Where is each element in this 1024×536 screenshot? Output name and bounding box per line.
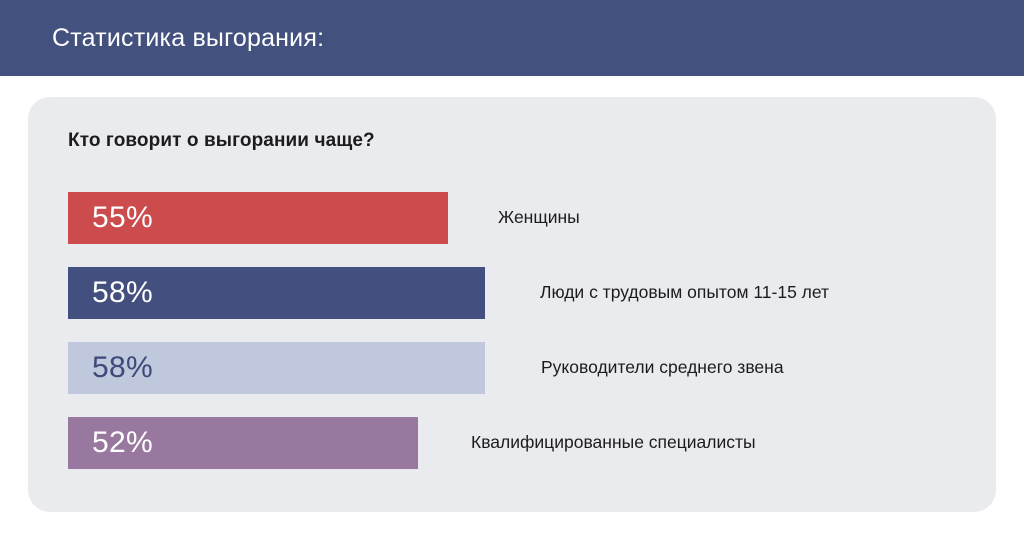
bar-qualified-specialists[interactable]: 52% [68,417,418,469]
chart-card: Кто говорит о выгорании чаще? 55% Женщин… [28,97,996,512]
bar-category-label: Руководители среднего звена [541,357,784,378]
bar-value-label: 58% [92,276,153,309]
bar-category-label: Квалифицированные специалисты [471,432,756,453]
bar-value-label: 58% [92,351,153,384]
bar-row: 58% Люди с трудовым опытом 11-15 лет [68,267,988,319]
bar-value-label: 52% [92,426,153,459]
bar-row: 55% Женщины [68,192,988,244]
bar-row: 52% Квалифицированные специалисты [68,417,988,469]
chart-title: Кто говорит о выгорании чаще? [68,130,375,151]
bar-category-label: Люди с трудовым опытом 11-15 лет [540,282,830,303]
bar-middle-managers[interactable]: 58% [68,342,485,394]
horizontal-bar-chart: 55% Женщины 58% Люди с трудовым опытом 1… [68,192,988,469]
bar-row: 58% Руководители среднего звена [68,342,988,394]
bar-women[interactable]: 55% [68,192,448,244]
bar-value-label: 55% [92,201,153,234]
header-bar: Статистика выгорания: [0,0,1024,76]
bar-category-label: Женщины [498,207,580,228]
bar-experience-11-15[interactable]: 58% [68,267,485,319]
page-title: Статистика выгорания: [52,23,325,52]
